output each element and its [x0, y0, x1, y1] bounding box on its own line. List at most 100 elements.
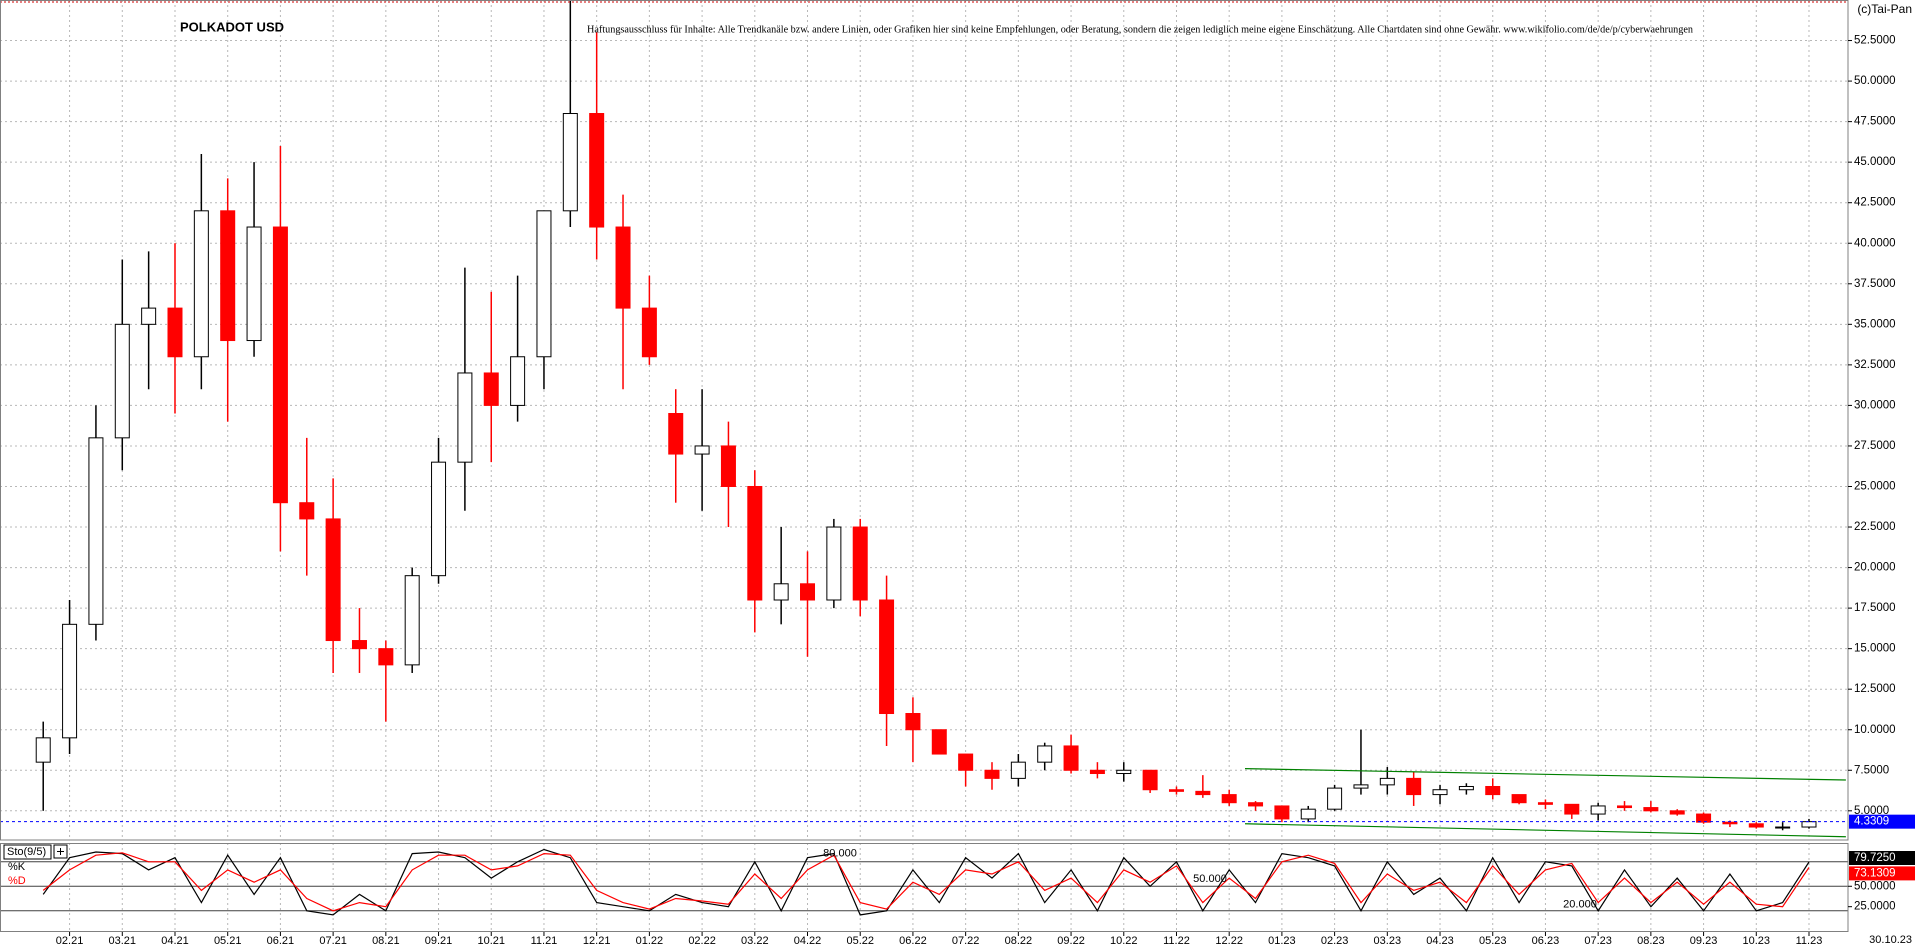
x-tick-label: 05.21	[214, 935, 242, 947]
candle-body	[1010, 761, 1026, 779]
stochastic-line	[42, 848, 1810, 916]
candle-body	[1617, 805, 1633, 809]
candle-body	[984, 769, 1000, 779]
chart-title: POLKADOT USD	[180, 19, 284, 34]
x-tick-label: 04.21	[161, 935, 189, 947]
y-tick-label: 45.0000	[1854, 156, 1896, 168]
x-tick-label: 12.21	[583, 935, 611, 947]
x-tick-label: 03.22	[741, 935, 769, 947]
candle-body	[694, 445, 710, 455]
candle-body	[114, 323, 130, 439]
candle-body	[35, 737, 51, 763]
y-tick-label: 40.0000	[1854, 237, 1896, 249]
last-value-box	[1849, 866, 1915, 881]
candle-body	[141, 307, 157, 325]
x-tick-label: 04.23	[1426, 935, 1454, 947]
candle-body	[457, 372, 473, 463]
trend-line	[1244, 768, 1846, 781]
x-tick-label: 12.22	[1215, 935, 1243, 947]
x-tick-label: 02.23	[1321, 935, 1349, 947]
candle-body	[1643, 807, 1659, 812]
candle-body	[958, 753, 974, 771]
x-tick-label: 01.23	[1268, 935, 1296, 947]
indicator-title-box	[3, 844, 52, 860]
candle-body	[1248, 802, 1264, 807]
y-tick-label: 22.5000	[1854, 521, 1896, 533]
x-tick-label: 07.21	[319, 935, 347, 947]
x-tick-label: 11.23	[1796, 935, 1823, 947]
candle-body	[510, 356, 526, 406]
candle-body	[747, 485, 763, 601]
x-tick-label: 07.23	[1584, 935, 1612, 947]
level-label: 50.000	[1193, 873, 1227, 885]
y-tick-label: 10.0000	[1854, 724, 1896, 736]
current-price-label: 4.3309	[1854, 816, 1889, 828]
candle-body	[299, 502, 315, 520]
y-tick-label: 27.5000	[1854, 440, 1896, 452]
last-value-label: 73.1309	[1854, 867, 1896, 879]
disclaimer: Haftungsausschluss für Inhalte: Alle Tre…	[587, 24, 1693, 35]
legend-label: %D	[8, 875, 26, 887]
candle-body	[404, 575, 420, 666]
y-tick-label: 25.0000	[1854, 481, 1896, 493]
candle-body	[641, 307, 657, 358]
candle-body	[1063, 745, 1079, 771]
grid-layer	[0, 0, 1848, 932]
y-tick-label: 42.5000	[1854, 197, 1896, 209]
candle-body	[852, 526, 868, 601]
candle-body	[589, 113, 605, 228]
candle-body	[1089, 769, 1105, 775]
candle-body	[1353, 784, 1369, 789]
x-tick-label: 08.23	[1637, 935, 1665, 947]
candle-body	[562, 113, 578, 212]
candle-body	[483, 372, 499, 406]
x-tick-label: 10.23	[1743, 935, 1771, 947]
y-tick-label: 52.5000	[1854, 35, 1896, 47]
y-tick-label: 35.0000	[1854, 318, 1896, 330]
candle-body	[931, 729, 947, 755]
candle-body	[1801, 821, 1817, 828]
y-tick-label: 7.5000	[1854, 764, 1889, 776]
candle-body	[272, 226, 288, 504]
candle-body	[1722, 821, 1738, 825]
candle-body	[1537, 802, 1553, 805]
y-tick-label: 37.5000	[1854, 278, 1896, 290]
x-tick-label: 08.22	[1005, 935, 1033, 947]
candle-body	[1406, 777, 1422, 796]
price-panel-frame	[0, 0, 1849, 841]
y-tick-label: 5.0000	[1854, 805, 1889, 817]
candle-body	[325, 518, 341, 642]
x-tick-label: 03.23	[1374, 935, 1402, 947]
x-tick-label: 07.22	[952, 935, 980, 947]
last-value-box	[1849, 851, 1915, 866]
last-date-label: 30.10.23	[1869, 934, 1912, 946]
x-tick-label: 10.22	[1110, 935, 1138, 947]
candle-body	[193, 210, 209, 358]
stochastic-panel-frame	[0, 843, 1849, 932]
candle-body	[1327, 787, 1343, 810]
y-tick-label: 30.0000	[1854, 399, 1896, 411]
x-tick-label: 03.21	[109, 935, 137, 947]
candle-body	[1511, 794, 1527, 804]
x-tick-label: 10.21	[477, 935, 505, 947]
candle-body	[1274, 805, 1290, 820]
source-label: (c)Tai-Pan	[1857, 2, 1912, 16]
candle-body	[351, 640, 367, 650]
x-tick-label: 11.22	[1163, 935, 1190, 947]
last-value-label: 79.7250	[1854, 852, 1896, 864]
candle-body	[1775, 826, 1791, 829]
indicator-title: Sto(9/5)	[7, 846, 46, 858]
x-tick-label: 04.22	[794, 935, 822, 947]
candle-body	[1116, 769, 1132, 775]
candle-body	[615, 226, 631, 309]
candle-body	[1696, 813, 1712, 823]
y-tick-label: 12.5000	[1854, 683, 1896, 695]
plus-icon	[57, 848, 64, 855]
x-tick-label: 06.23	[1532, 935, 1560, 947]
x-tick-label: 08.21	[372, 935, 400, 947]
candle-body	[1748, 823, 1764, 828]
candle-body	[1142, 769, 1158, 791]
